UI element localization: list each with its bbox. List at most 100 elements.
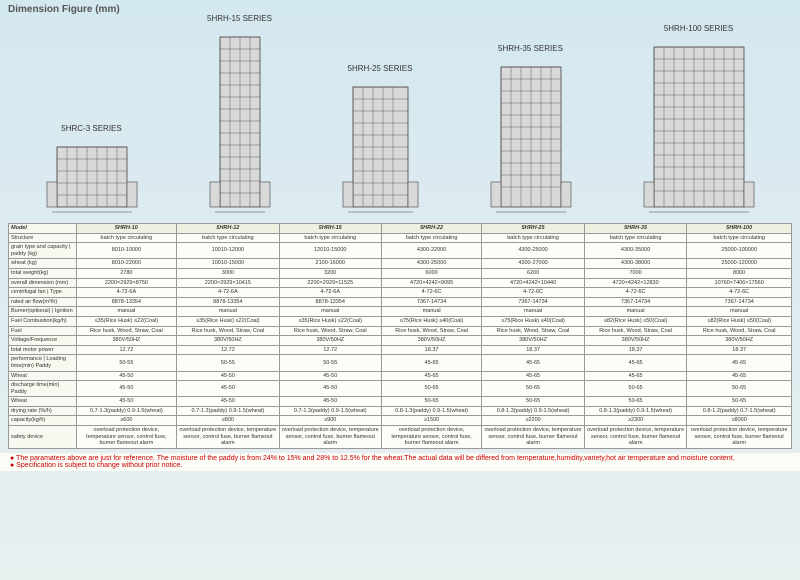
- cell: 18.37: [482, 345, 585, 355]
- cell: 3000: [177, 268, 280, 278]
- cell: 6000: [381, 268, 481, 278]
- model-col: 5HRH-25: [482, 224, 585, 234]
- cell: Rice husk, Wood, Straw, Coal: [76, 326, 176, 336]
- cell: Rice husk, Wood, Straw, Coal: [381, 326, 481, 336]
- cell: 4-72-6C: [381, 288, 481, 298]
- table-row: drying rate (%/h) 0.7-1.3(paddy) 0.9-1.5(…: [9, 406, 792, 416]
- cell: ≤35(Rice Husk) ≤22(Coal): [279, 316, 381, 326]
- cell: 4300-38000: [584, 259, 687, 269]
- cell: 4300-27000: [482, 259, 585, 269]
- model-col: 5HRH-12: [177, 224, 280, 234]
- cell: 50-65: [687, 381, 792, 397]
- series-diagram: 5HRH-100 SERIES: [634, 24, 764, 219]
- cell: 50-65: [687, 397, 792, 407]
- cell: ≥600: [76, 416, 176, 426]
- series-diagram: 5HRH-35 SERIES: [481, 44, 581, 219]
- row-label: Fuel: [9, 326, 77, 336]
- cell: 12010-15000: [279, 243, 381, 259]
- table-row: Voltage/Frequence380V/50HZ380V/50HZ380V/…: [9, 336, 792, 346]
- cell: manual: [279, 307, 381, 317]
- cell: 0.8-1.3(paddy) 0.9-1.5(wheat): [584, 406, 687, 416]
- cell: Rice husk, Wood, Straw, Coal: [177, 326, 280, 336]
- cell: batch type circulating: [177, 233, 280, 243]
- row-label: discharge time(min) Paddy: [9, 381, 77, 397]
- cell: 2780: [76, 268, 176, 278]
- table-row: centrifugal fan | Type4-72-6A4-72-6A4-72…: [9, 288, 792, 298]
- cell: batch type circulating: [279, 233, 381, 243]
- row-label: total weight(kg): [9, 268, 77, 278]
- cell: 0.8-1.2(paddy) 0.7-1.5(wheat): [687, 406, 792, 416]
- model-header: Model: [9, 224, 77, 234]
- cell: batch type circulating: [76, 233, 176, 243]
- row-label: safety device: [9, 426, 77, 449]
- machine-svg: [634, 37, 764, 217]
- series-label: 5HRH-15 SERIES: [200, 14, 280, 23]
- cell: 4-72-6C: [482, 288, 585, 298]
- table-row: Wheat45-5045-5045-5045-6545-6545-6545-65: [9, 371, 792, 381]
- cell: ≤82(Rice Husk) ≤50(Coal): [584, 316, 687, 326]
- cell: 50-65: [381, 381, 481, 397]
- row-label: Wheat: [9, 397, 77, 407]
- table-row: Wheat45-5045-5045-5050-6550-6550-6550-65: [9, 397, 792, 407]
- cell: 45-50: [177, 381, 280, 397]
- table-row: safety deviceoverload protection device,…: [9, 426, 792, 449]
- cell: 45-65: [687, 371, 792, 381]
- cell: 8878-13354: [177, 297, 280, 307]
- table-row: capacity(kg/h)≥600≥800≥900≥1500≥2200≥230…: [9, 416, 792, 426]
- cell: 0.7-1.3(paddy) 0.9-1.5(wheat): [177, 406, 280, 416]
- row-label: total motor power: [9, 345, 77, 355]
- cell: 4-72-6A: [279, 288, 381, 298]
- cell: Rice husk, Wood, Straw, Coal: [584, 326, 687, 336]
- cell: 0.8-1.3(paddy) 0.9-1.5(wheat): [482, 406, 585, 416]
- cell: 12.72: [279, 345, 381, 355]
- cell: 4720×4242×12830: [584, 278, 687, 288]
- cell: Rice husk, Wood, Straw, Coal: [687, 326, 792, 336]
- row-label: Wheat: [9, 371, 77, 381]
- cell: 380V/50HZ: [687, 336, 792, 346]
- cell: Rice husk, Wood, Straw, Coal: [279, 326, 381, 336]
- cell: manual: [482, 307, 585, 317]
- cell: Rice husk, Wood, Straw, Coal: [482, 326, 585, 336]
- cell: 10760×7406×17560: [687, 278, 792, 288]
- page-title: Dimension Figure (mm): [0, 0, 800, 19]
- cell: ≤75(Rice Husk) ≤40(Coal): [381, 316, 481, 326]
- cell: ≤35(Rice Husk) ≤22(Coal): [76, 316, 176, 326]
- cell: 25000-100000: [687, 243, 792, 259]
- cell: 45-50: [177, 371, 280, 381]
- cell: 45-50: [279, 371, 381, 381]
- cell: 50-65: [584, 397, 687, 407]
- cell: 8878-13354: [279, 297, 381, 307]
- table-row: Structurebatch type circulatingbatch typ…: [9, 233, 792, 243]
- cell: 45-65: [584, 355, 687, 371]
- cell: ≥2300: [584, 416, 687, 426]
- cell: 4-72-6A: [76, 288, 176, 298]
- model-col: 5HRH-100: [687, 224, 792, 234]
- cell: ≥8000: [687, 416, 792, 426]
- cell: 8878-13354: [76, 297, 176, 307]
- machine-svg: [200, 27, 280, 217]
- spec-table: Model5HRH-105HRH-125HRH-155HRH-225HRH-25…: [8, 223, 792, 449]
- model-col: 5HRH-15: [279, 224, 381, 234]
- cell: 8000: [687, 268, 792, 278]
- cell: 45-65: [687, 355, 792, 371]
- table-row: FuelRice husk, Wood, Straw, CoalRice hus…: [9, 326, 792, 336]
- cell: 45-65: [482, 371, 585, 381]
- cell: 45-65: [584, 371, 687, 381]
- cell: 45-50: [76, 371, 176, 381]
- machine-svg: [333, 77, 428, 217]
- cell: batch type circulating: [482, 233, 585, 243]
- cell: 4300-35000: [584, 243, 687, 259]
- cell: 50-65: [381, 397, 481, 407]
- cell: batch type circulating: [687, 233, 792, 243]
- cell: 7367-14734: [584, 297, 687, 307]
- cell: 25000-120000: [687, 259, 792, 269]
- cell: 4300-25000: [381, 259, 481, 269]
- cell: manual: [76, 307, 176, 317]
- cell: batch type circulating: [584, 233, 687, 243]
- row-label: overall dimension (mm): [9, 278, 77, 288]
- cell: ≤75(Rice Husk) ≤40(Coal): [482, 316, 585, 326]
- series-diagram: 5HRH-25 SERIES: [333, 64, 428, 219]
- cell: 12.72: [76, 345, 176, 355]
- row-label: drying rate (%/h): [9, 406, 77, 416]
- series-diagram: 5HRC-3 SERIES: [37, 124, 147, 219]
